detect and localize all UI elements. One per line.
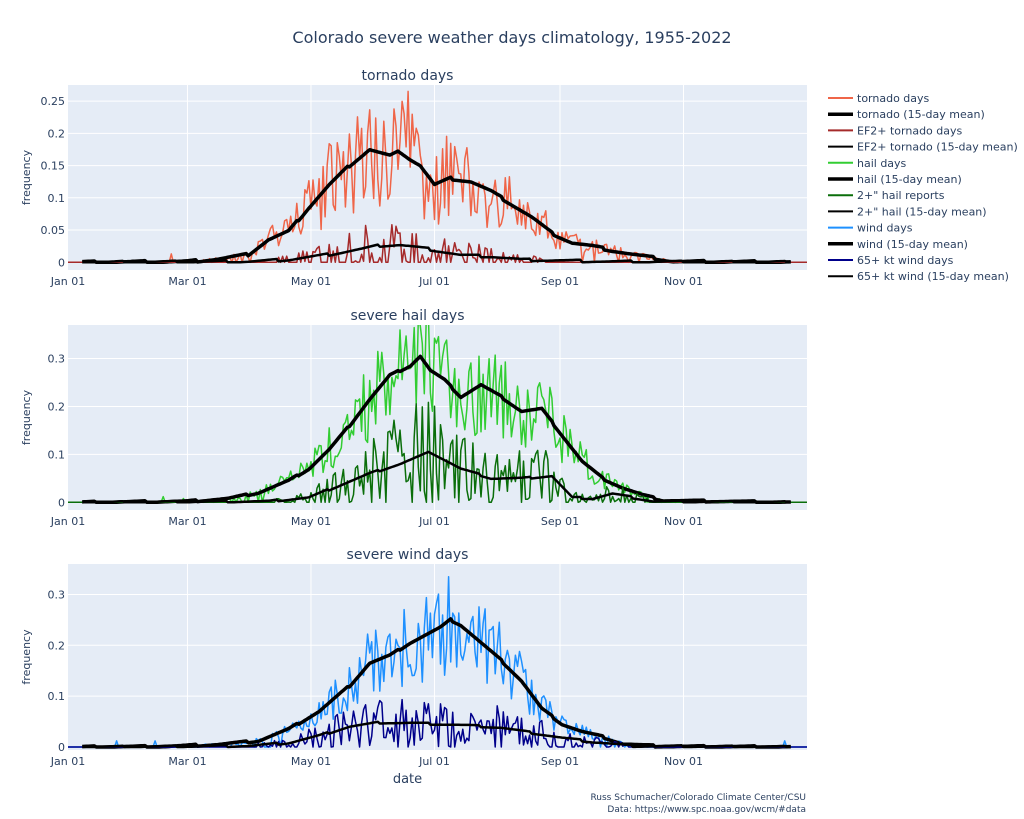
x-tick-label: Jan 01: [50, 515, 85, 528]
x-tick-label: Jul 01: [418, 515, 450, 528]
legend-item[interactable]: tornado days: [828, 92, 930, 105]
series-line-ef2-tornado-15-day-mean-: [82, 243, 791, 264]
y-tick-label: 0.3: [48, 588, 66, 601]
y-axis-label: frequency: [20, 149, 33, 205]
y-tick-label: 0: [58, 256, 65, 269]
legend-item[interactable]: wind (15-day mean): [828, 238, 968, 251]
legend-item[interactable]: 2+" hail (15-day mean): [828, 205, 987, 218]
x-tick-label: Jul 01: [418, 755, 450, 768]
legend-label: EF2+ tornado (15-day mean): [857, 141, 1018, 154]
y-axis-label: frequency: [20, 629, 33, 685]
y-tick-label: 0.15: [41, 160, 66, 173]
legend-label: 65+ kt wind days: [857, 254, 954, 267]
y-tick-label: 0.1: [48, 448, 66, 461]
legend-label: wind (15-day mean): [857, 238, 968, 251]
x-tick-label: May 01: [291, 275, 331, 288]
legend-item[interactable]: wind days: [828, 222, 913, 235]
legend-item[interactable]: hail (15-day mean): [828, 173, 962, 186]
y-tick-label: 0.1: [48, 192, 66, 205]
subplot-title: tornado days: [362, 68, 454, 84]
x-tick-label: Nov 01: [664, 275, 703, 288]
x-tick-label: Jan 01: [50, 755, 85, 768]
legend-item[interactable]: hail days: [828, 157, 907, 170]
legend-label: 2+" hail reports: [857, 189, 945, 202]
legend-item[interactable]: tornado (15-day mean): [828, 108, 985, 121]
x-tick-label: May 01: [291, 755, 331, 768]
x-tick-label: Mar 01: [168, 755, 206, 768]
legend-label: tornado (15-day mean): [857, 108, 985, 121]
x-tick-label: Sep 01: [541, 515, 579, 528]
legend-label: tornado days: [857, 92, 930, 105]
legend-label: hail (15-day mean): [857, 173, 962, 186]
x-tick-label: Nov 01: [664, 515, 703, 528]
legend-item[interactable]: 65+ kt wind days: [828, 254, 954, 267]
legend-label: hail days: [857, 157, 907, 170]
y-tick-label: 0.2: [48, 400, 66, 413]
y-tick-label: 0.25: [41, 95, 66, 108]
x-tick-label: May 01: [291, 515, 331, 528]
y-tick-label: 0.2: [48, 127, 66, 140]
y-tick-label: 0.3: [48, 353, 66, 366]
legend-item[interactable]: EF2+ tornado (15-day mean): [828, 141, 1018, 154]
y-tick-label: 0.1: [48, 690, 66, 703]
x-tick-label: Jan 01: [50, 275, 85, 288]
legend[interactable]: tornado days tornado (15-day mean) EF2+ to…: [828, 92, 1018, 283]
credit-author: Russ Schumacher/Colorado Climate Center/…: [590, 793, 806, 803]
series-line-65-kt-wind-15-day-mean-: [82, 720, 791, 749]
figure-title: Colorado severe weather days climatology…: [292, 28, 731, 47]
subplot-3: severe wind days 0 0.1 0.2 0.3 Jan 01 Mar 01 Ma…: [20, 547, 807, 787]
subplot-title: severe wind days: [347, 547, 469, 563]
x-tick-label: Jul 01: [418, 275, 450, 288]
x-tick-label: Mar 01: [168, 275, 206, 288]
subplot-title: severe hail days: [350, 308, 464, 324]
y-tick-label: 0: [58, 496, 65, 509]
y-axis-label: frequency: [20, 389, 33, 445]
x-axis-label: date: [393, 772, 422, 787]
subplot-2: severe hail days 0 0.1 0.2 0.3 Jan 01 Mar 01 Ma…: [20, 308, 807, 528]
y-tick-label: 0.05: [41, 224, 66, 237]
legend-item[interactable]: 65+ kt wind (15-day mean): [828, 270, 1009, 283]
x-tick-label: Mar 01: [168, 515, 206, 528]
legend-item[interactable]: 2+" hail reports: [828, 189, 945, 202]
legend-label: 2+" hail (15-day mean): [857, 205, 987, 218]
legend-label: wind days: [857, 222, 913, 235]
y-tick-label: 0.2: [48, 639, 66, 652]
x-tick-label: Sep 01: [541, 755, 579, 768]
credit-data-source: Data: https://www.spc.noaa.gov/wcm/#data: [607, 805, 806, 815]
x-tick-label: Nov 01: [664, 755, 703, 768]
legend-item[interactable]: EF2+ tornado days: [828, 124, 963, 137]
y-tick-label: 0: [58, 741, 65, 754]
x-tick-label: Sep 01: [541, 275, 579, 288]
legend-label: 65+ kt wind (15-day mean): [857, 270, 1009, 283]
subplot-1: tornado days 0 0.05 0.1 0.15 0.2 0.25 Jan 01 Mar…: [20, 68, 807, 288]
legend-label: EF2+ tornado days: [857, 124, 963, 137]
series-line-2-hail-15-day-mean-: [82, 450, 791, 504]
